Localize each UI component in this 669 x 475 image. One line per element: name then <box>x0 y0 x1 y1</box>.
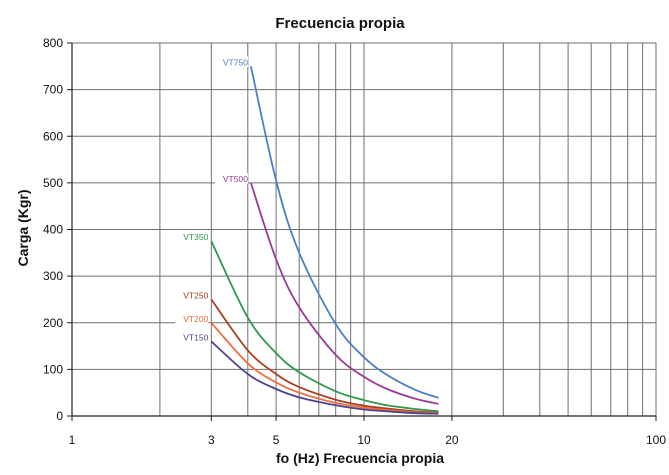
y-tick-label: 500 <box>43 176 63 190</box>
chart-title: Frecuencia propia <box>275 15 405 32</box>
x-tick-label: 20 <box>445 433 459 447</box>
series-line-vt150 <box>210 340 439 415</box>
grid <box>67 42 657 417</box>
series-line-vt750 <box>250 66 439 399</box>
series-label-vt350: VT350 <box>183 232 208 242</box>
y-tick-label: 700 <box>43 83 63 97</box>
series-label-bg-vt350 <box>175 231 209 243</box>
series-label-vt500: VT500 <box>223 174 248 184</box>
y-tick-label: 600 <box>43 129 63 143</box>
series-label-bg-vt200 <box>175 312 209 324</box>
x-tick-label: 100 <box>646 433 666 447</box>
y-tick-label: 0 <box>56 409 63 423</box>
series-label-bg-vt250 <box>175 289 209 301</box>
series-line-vt250 <box>210 298 439 414</box>
x-tick-label: 10 <box>357 433 371 447</box>
series-label-bg-vt150 <box>175 331 209 343</box>
x-tick-label: 3 <box>208 433 215 447</box>
series-line-vt500 <box>250 182 439 405</box>
series-line-vt350 <box>210 240 439 413</box>
y-tick-label: 100 <box>43 362 63 376</box>
x-tick-label: 1 <box>69 433 76 447</box>
series-label-vt750: VT750 <box>223 57 248 67</box>
y-tick-label: 200 <box>43 316 63 330</box>
series-label-bg-vt750 <box>214 56 248 68</box>
y-tick-label: 800 <box>43 36 63 50</box>
series-label-vt150: VT150 <box>183 332 208 342</box>
series-label-vt250: VT250 <box>183 290 208 300</box>
x-axis-label: fo (Hz) Frecuencia propia <box>276 450 444 466</box>
y-tick-label: 300 <box>43 269 63 283</box>
y-axis-label: Carga (Kgr) <box>15 189 31 266</box>
series-label-bg-vt500 <box>214 172 248 184</box>
series-label-vt200: VT200 <box>183 314 208 324</box>
y-tick-label: 400 <box>43 223 63 237</box>
x-tick-label: 5 <box>273 433 280 447</box>
series-line-vt200 <box>210 322 439 415</box>
